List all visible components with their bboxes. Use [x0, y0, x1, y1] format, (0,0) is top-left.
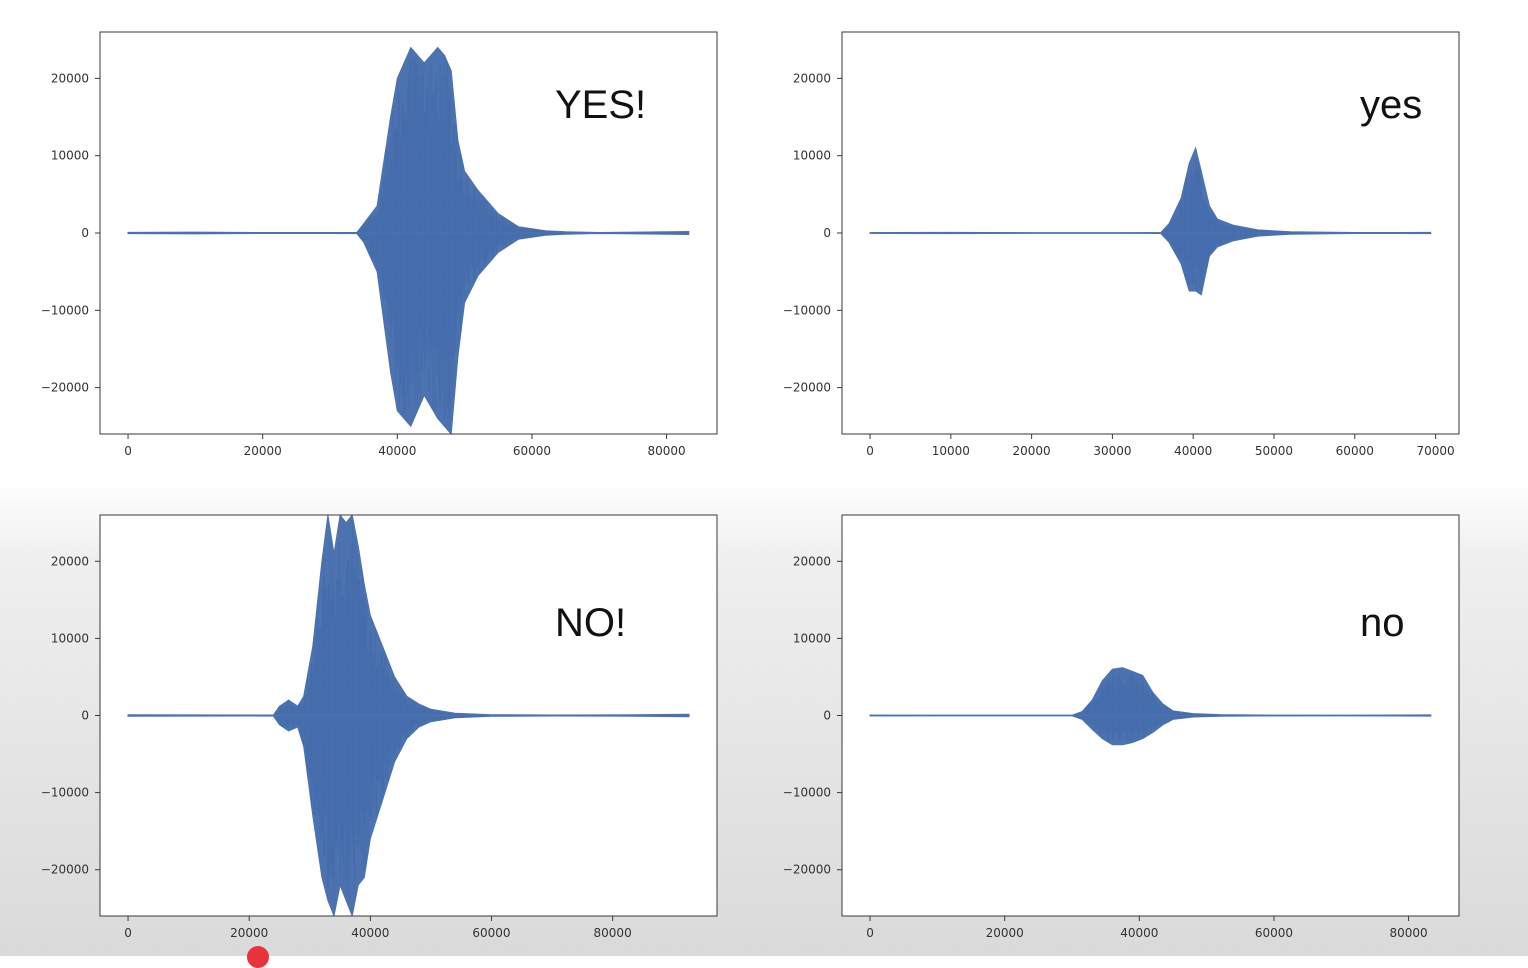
x-tick-label: 80000	[594, 926, 632, 940]
x-tick-label: 20000	[1013, 444, 1051, 458]
word-annotation: no	[1360, 601, 1405, 645]
x-tick-label: 0	[124, 926, 132, 940]
y-tick-label: 0	[81, 709, 89, 723]
y-tick-label: 10000	[51, 149, 89, 163]
word-annotation: YES!	[555, 83, 646, 127]
x-tick-label: 80000	[648, 444, 686, 458]
y-tick-label: −10000	[41, 303, 89, 317]
y-tick-label: −20000	[783, 863, 831, 877]
x-tick-label: 0	[866, 926, 874, 940]
y-tick-label: 10000	[793, 149, 831, 163]
y-tick-label: −10000	[783, 303, 831, 317]
word-annotation: NO!	[555, 601, 626, 645]
x-tick-label: 70000	[1416, 444, 1454, 458]
word-annotation: yes	[1360, 83, 1422, 127]
y-tick-label: 20000	[51, 71, 89, 85]
x-tick-label: 40000	[378, 444, 416, 458]
y-tick-label: −20000	[41, 381, 89, 395]
x-tick-label: 50000	[1255, 444, 1293, 458]
x-tick-label: 0	[866, 444, 874, 458]
x-tick-label: 0	[124, 444, 132, 458]
y-tick-label: 0	[81, 226, 89, 240]
y-tick-label: 20000	[793, 554, 831, 568]
x-tick-label: 40000	[1174, 444, 1212, 458]
y-tick-label: 0	[823, 226, 831, 240]
y-tick-label: −10000	[41, 786, 89, 800]
waveform-panel-3: 0 20000 40000 60000 80000 20000 10000 0 −10000 −2…	[41, 514, 718, 940]
x-tick-label: 60000	[513, 444, 551, 458]
x-tick-label: 10000	[932, 444, 970, 458]
y-tick-label: −10000	[783, 786, 831, 800]
x-tick-label: 80000	[1390, 926, 1428, 940]
y-tick-label: 10000	[51, 631, 89, 645]
y-tick-label: 0	[823, 709, 831, 723]
x-tick-label: 20000	[230, 926, 268, 940]
x-tick-label: 60000	[1255, 926, 1293, 940]
x-tick-label: 40000	[351, 926, 389, 940]
waveform-panel-4: 0 20000 40000 60000 80000 20000 10000 0 −10000 −2…	[783, 514, 1460, 940]
y-tick-label: 20000	[51, 554, 89, 568]
x-tick-label: 40000	[1120, 926, 1158, 940]
y-tick-label: 20000	[793, 71, 831, 85]
waveform-panel-1: 0 20000 40000 60000 80000 20000 10000 0 −10000 −2…	[41, 31, 718, 458]
x-tick-label: 60000	[1336, 444, 1374, 458]
y-tick-label: −20000	[783, 381, 831, 395]
y-tick-label: 10000	[793, 631, 831, 645]
x-tick-label: 20000	[986, 926, 1024, 940]
x-tick-label: 20000	[244, 444, 282, 458]
video-progress-scrubber[interactable]	[247, 946, 269, 968]
x-tick-label: 60000	[472, 926, 510, 940]
y-tick-label: −20000	[41, 863, 89, 877]
waveform-panel-2: 0 10000 20000 30000 40000 50000 60000 70000 2000…	[783, 31, 1460, 458]
x-tick-label: 30000	[1093, 444, 1131, 458]
